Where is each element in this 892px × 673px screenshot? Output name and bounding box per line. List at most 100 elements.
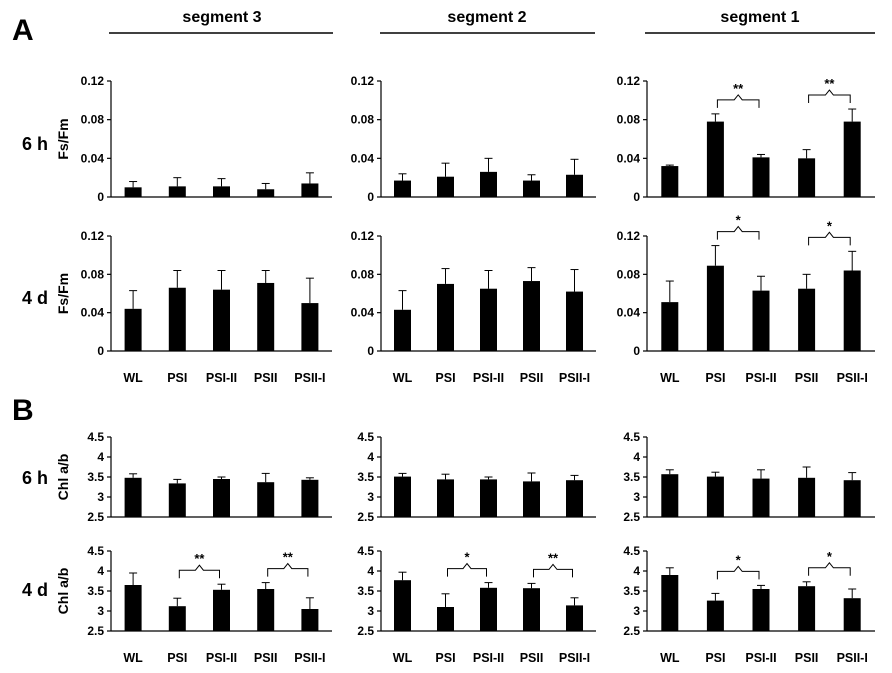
y-tick-label: 3.5: [357, 584, 374, 598]
bar: [480, 288, 497, 351]
y-tick-label: 0.12: [81, 74, 105, 88]
y-tick-label: 3.5: [87, 470, 104, 484]
significance-brace: [267, 562, 309, 577]
bar: [394, 309, 411, 351]
category-label: PSI-II: [473, 371, 504, 385]
category-label: WL: [123, 371, 143, 385]
significance-label: **: [824, 76, 835, 91]
y-tick-label: 0.08: [81, 267, 105, 281]
bar: [301, 183, 319, 197]
bar: [213, 186, 230, 197]
chart-a-6h-segment-1: 0 0.04 0.08 0.12 ** **: [617, 74, 875, 204]
bar: [566, 291, 583, 351]
y-tick-label: 2.5: [357, 510, 374, 524]
y-tick-label: 0: [367, 344, 374, 358]
category-label: PSII-I: [559, 651, 590, 665]
bar: [523, 481, 540, 517]
category-label: PSI-II: [745, 651, 776, 665]
y-tick-label: 2.5: [623, 510, 640, 524]
chart-a-4d-segment-3: 0 0.04 0.08 0.12 Fs/Fm WL PSI PSI-II PSII PSII-I: [55, 229, 332, 385]
bar: [566, 605, 583, 631]
bar: [168, 186, 186, 197]
panel-label-a: A: [12, 14, 34, 47]
bar: [124, 585, 142, 631]
chart-a-4d-segment-1: 0 0.04 0.08 0.12 WL PSI PSI-II PSII PSII-I * *: [617, 213, 875, 385]
bar: [168, 287, 186, 351]
significance-label: *: [736, 213, 742, 228]
bar: [213, 479, 230, 517]
bar: [661, 166, 679, 197]
y-tick-label: 0: [633, 190, 640, 204]
bar: [394, 476, 411, 517]
significance-brace: [808, 561, 851, 576]
category-label: PSI-II: [206, 651, 237, 665]
bar: [752, 290, 770, 351]
significance-brace: [716, 94, 760, 108]
category-label: WL: [660, 371, 680, 385]
bar: [798, 158, 816, 197]
y-tick-label: 4: [633, 564, 640, 578]
category-label: PSI: [705, 371, 725, 385]
y-tick-label: 2.5: [87, 510, 104, 524]
significance-label: **: [733, 81, 744, 96]
bar: [706, 121, 724, 197]
category-label: PSI: [705, 651, 725, 665]
bar: [752, 478, 770, 517]
category-label: PSII-I: [837, 651, 868, 665]
y-tick-label: 3: [367, 604, 374, 618]
significance-label: **: [194, 551, 205, 566]
category-label: PSII-I: [559, 371, 590, 385]
bar: [843, 598, 861, 631]
bar: [213, 589, 230, 631]
y-tick-label: 0.08: [617, 113, 641, 127]
y-tick-label: 0.04: [81, 306, 105, 320]
y-tick-label: 4: [633, 450, 640, 464]
bar: [798, 477, 816, 517]
y-axis-label: Fs/Fm: [55, 118, 71, 159]
y-tick-label: 4.5: [357, 430, 374, 444]
category-label: WL: [660, 651, 680, 665]
bar: [124, 477, 142, 517]
significance-label: *: [827, 549, 833, 564]
category-label: PSII: [520, 651, 544, 665]
bar: [752, 589, 770, 631]
bar: [124, 187, 142, 197]
row-label-a-4d: 4 d: [22, 288, 48, 308]
y-tick-label: 0.08: [81, 113, 105, 127]
bar: [437, 283, 454, 351]
y-tick-label: 4.5: [87, 544, 104, 558]
y-tick-label: 3.5: [357, 470, 374, 484]
significance-brace: [808, 89, 851, 104]
category-label: WL: [393, 371, 413, 385]
bar: [168, 606, 186, 631]
significance-brace: [178, 564, 220, 579]
bar: [706, 476, 724, 517]
y-axis-label: Fs/Fm: [55, 273, 71, 314]
segment-title-1: segment 1: [720, 9, 799, 26]
bar: [566, 480, 583, 517]
y-axis-label: Chl a/b: [55, 454, 71, 501]
y-tick-label: 4: [97, 450, 104, 464]
significance-brace: [716, 225, 760, 240]
bar: [661, 302, 679, 351]
y-tick-label: 3.5: [623, 584, 640, 598]
bar: [752, 157, 770, 197]
y-tick-label: 0.04: [617, 151, 641, 165]
y-tick-label: 0: [97, 190, 104, 204]
y-axis-label: Chl a/b: [55, 568, 71, 615]
segment-title-3: segment 3: [182, 9, 261, 26]
significance-brace: [808, 231, 851, 246]
bar: [301, 609, 319, 631]
row-label-b-6h: 6 h: [22, 468, 48, 488]
chart-b-6h-segment-1: 2.5 3 3.5 4 4.5: [623, 430, 875, 524]
y-tick-label: 3: [367, 490, 374, 504]
y-tick-label: 0.12: [351, 74, 375, 88]
chart-a-6h-segment-3: 0 0.04 0.08 0.12 Fs/Fm: [55, 74, 332, 204]
category-label: PSII-I: [294, 651, 325, 665]
y-tick-label: 0.04: [81, 151, 105, 165]
bar: [480, 479, 497, 517]
bar: [124, 308, 142, 351]
y-tick-label: 4: [367, 450, 374, 464]
y-tick-label: 0: [367, 190, 374, 204]
category-label: PSI: [167, 371, 187, 385]
